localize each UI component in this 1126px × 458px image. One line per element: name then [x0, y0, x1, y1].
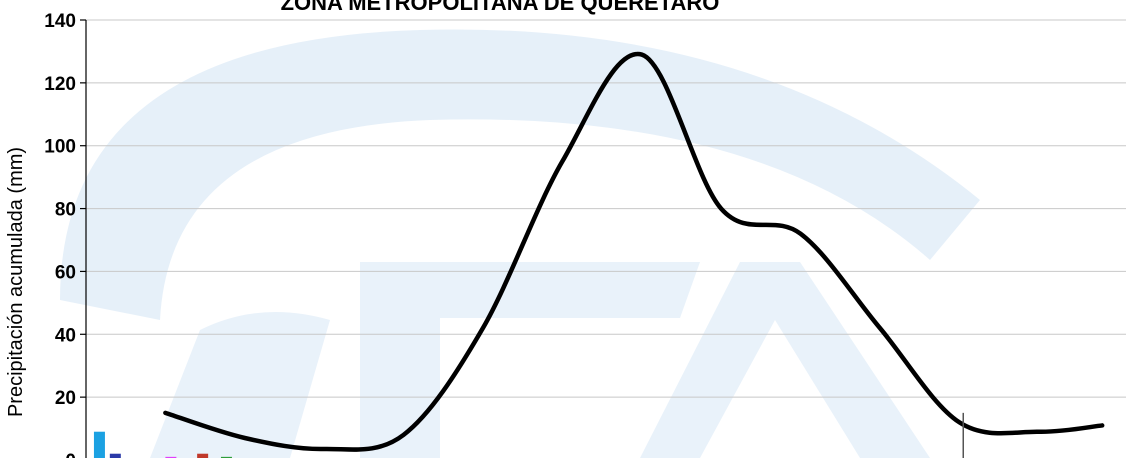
bar-series — [93, 431, 232, 458]
y-tick-40: 40 — [55, 325, 76, 346]
watermark-logo — [60, 29, 980, 458]
y-tick-60: 60 — [55, 262, 76, 283]
y-tick-0: 0 — [65, 451, 76, 458]
y-axis-label: Precipitación acumulada (mm) — [5, 147, 27, 417]
watermark-arc — [60, 29, 980, 320]
bar-5 — [220, 456, 232, 458]
y-tick-140: 140 — [44, 11, 76, 32]
precipitation-line — [163, 51, 1105, 452]
bar-4 — [197, 453, 209, 458]
watermark-letter-t — [360, 262, 700, 458]
y-tick-120: 120 — [44, 74, 76, 95]
bar-0 — [93, 431, 105, 458]
bar-1 — [109, 453, 121, 458]
bar-2 — [165, 456, 177, 458]
chart-title: ZONA METROPOLITANA DE QUERETARO — [281, 0, 720, 15]
y-tick-100: 100 — [44, 137, 76, 158]
gridlines — [86, 19, 1126, 398]
y-tick-80: 80 — [55, 200, 76, 221]
y-tick-labels: 0 20 40 60 80 100 120 140 — [44, 11, 86, 458]
y-tick-20: 20 — [55, 388, 76, 409]
watermark-letter-a — [640, 262, 930, 458]
